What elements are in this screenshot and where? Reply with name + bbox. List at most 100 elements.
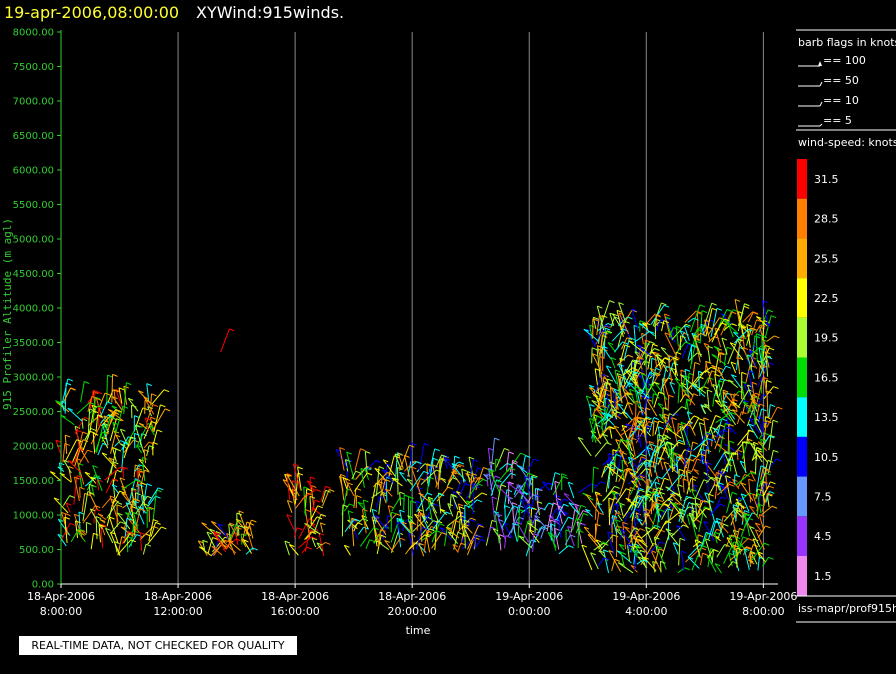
wind-barb-flag: [119, 477, 126, 481]
wind-barb: [691, 418, 699, 430]
wind-barb-flag: [76, 439, 82, 443]
wind-barb-flag: [733, 393, 740, 397]
wind-barb-flag: [721, 496, 727, 500]
wind-barb-flag: [754, 396, 760, 400]
wind-barb-flag: [602, 315, 608, 318]
wind-barb: [610, 357, 616, 369]
wind-barb: [534, 488, 537, 501]
wind-barb: [117, 512, 131, 530]
wind-barb-flag: [724, 318, 730, 322]
wind-barb-flag: [471, 472, 478, 476]
wind-barb-flag: [483, 467, 489, 470]
wind-barb-flag: [757, 488, 763, 492]
wind-barb-flag: [719, 484, 725, 488]
wind-barb: [447, 503, 454, 517]
wind-barb-flag: [642, 559, 649, 563]
wind-barb-flag: [304, 523, 310, 526]
wind-barb: [380, 479, 386, 496]
wind-barb-flag: [284, 540, 291, 544]
wind-barb: [358, 526, 365, 535]
wind-barb-flag: [593, 316, 599, 320]
wind-barb: [148, 425, 155, 436]
wind-barb-flag: [118, 387, 125, 391]
wind-barb: [703, 472, 715, 481]
wind-barb-flag: [371, 508, 378, 512]
wind-barb-flag: [711, 307, 718, 311]
wind-barb-flag: [393, 477, 400, 481]
wind-barb: [711, 322, 722, 343]
wind-barb-flag: [436, 469, 442, 473]
wind-barb: [500, 473, 512, 486]
wind-barb: [418, 542, 425, 557]
wind-barb-flag: [770, 315, 777, 319]
wind-barb: [746, 404, 756, 427]
wind-barb-flag: [103, 415, 110, 419]
wind-barb: [121, 479, 137, 491]
wind-barb-flag: [715, 520, 721, 524]
wind-barb-flag: [730, 342, 736, 346]
wind-barb-flag: [673, 357, 679, 361]
wind-barb-flag: [622, 521, 628, 525]
wind-barb: [373, 515, 387, 536]
wind-barb: [594, 491, 600, 506]
wind-barb-flag: [518, 504, 524, 508]
wind-barb: [339, 447, 345, 471]
wind-barb-flag: [445, 511, 451, 515]
wind-barb-flag: [628, 467, 634, 471]
wind-barb-flag: [691, 488, 697, 492]
wind-barb-flag: [625, 423, 631, 427]
wind-barb-flag: [535, 519, 541, 523]
wind-barb: [646, 398, 658, 417]
wind-barb-flag: [625, 368, 631, 372]
wind-barb-flag: [57, 533, 64, 537]
wind-barb: [642, 395, 649, 417]
wind-barb: [95, 425, 104, 453]
wind-barb-flag: [627, 392, 633, 396]
wind-barb: [344, 478, 355, 497]
wind-barb: [416, 492, 428, 513]
wind-barb: [91, 404, 96, 414]
wind-barb: [651, 393, 654, 405]
wind-barb-flag: [765, 525, 771, 529]
wind-barb: [591, 400, 602, 411]
wind-barb-flag: [152, 404, 159, 408]
wind-barb-flag: [387, 515, 393, 519]
wind-barb-flag: [630, 548, 637, 552]
wind-barb-flag: [470, 517, 476, 521]
wind-barb-flag: [616, 525, 622, 529]
wind-barb-flag: [621, 451, 627, 455]
wind-barb-flag: [629, 472, 636, 476]
wind-barb: [304, 531, 312, 540]
wind-barb: [763, 386, 774, 400]
wind-barb-flag: [146, 383, 152, 387]
wind-barb: [691, 545, 703, 571]
wind-barb-flag: [156, 429, 163, 433]
wind-barb: [638, 357, 643, 370]
wind-barb-flag: [452, 544, 458, 548]
wind-barb-flag: [767, 459, 774, 463]
wind-barb-flag: [504, 447, 510, 451]
wind-barb-flag: [732, 409, 738, 413]
wind-barb-flag: [342, 504, 349, 508]
wind-barb-flag: [243, 539, 249, 543]
wind-barb-flag: [106, 401, 113, 405]
wind-barb-flag: [707, 462, 713, 466]
wind-barb: [737, 474, 746, 489]
wind-barb-flag: [612, 409, 618, 413]
wind-barb: [80, 381, 85, 403]
wind-barb: [150, 393, 152, 406]
wind-barb: [729, 546, 747, 561]
wind-barb-flag: [400, 537, 406, 541]
wind-barb-flag: [397, 521, 403, 525]
wind-barb-flag: [101, 452, 108, 456]
wind-barb: [749, 526, 761, 548]
wind-barb-flag: [766, 420, 772, 424]
wind-barb-flag: [325, 489, 331, 493]
wind-barb: [382, 469, 396, 485]
wind-barb-flag: [747, 438, 753, 442]
wind-barb: [626, 416, 636, 445]
wind-barb-flag: [714, 399, 721, 403]
wind-barb: [644, 407, 648, 423]
wind-barb-flag: [700, 323, 707, 327]
wind-barb-flag: [756, 447, 762, 451]
